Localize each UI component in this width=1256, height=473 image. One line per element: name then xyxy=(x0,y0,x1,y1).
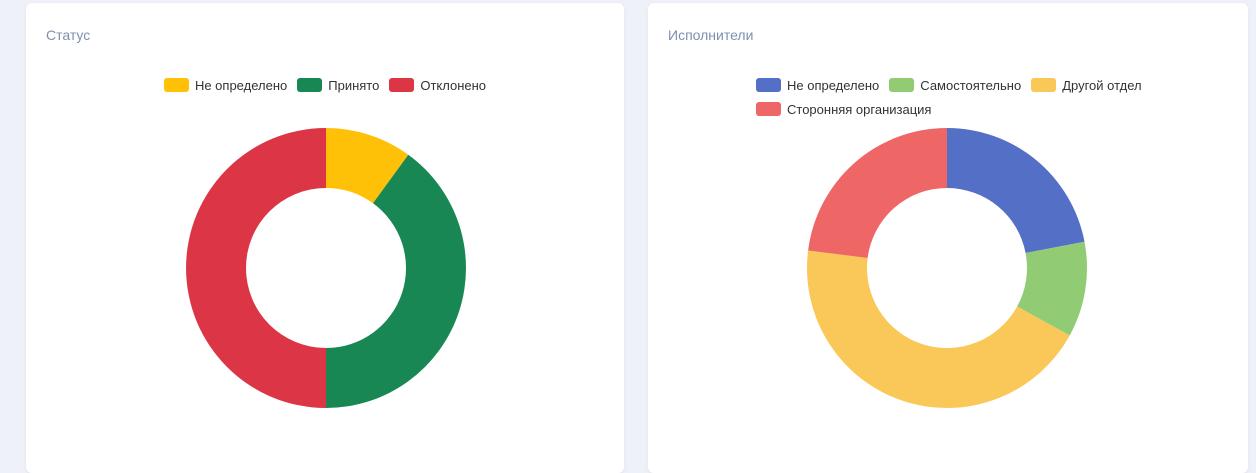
executors-legend-swatch xyxy=(889,78,915,92)
executors-legend-item[interactable]: Другой отдел xyxy=(1031,75,1142,95)
executors-legend-swatch xyxy=(756,78,781,92)
status-legend-label: Принято xyxy=(328,77,380,93)
executors-legend-item[interactable]: Не определено xyxy=(756,75,879,95)
status-legend-swatch xyxy=(163,78,189,92)
executors-slice[interactable] xyxy=(808,128,947,258)
executors-slice[interactable] xyxy=(1017,241,1087,336)
executors-legend-label: Самостоятельно xyxy=(920,77,1022,93)
status-slice[interactable] xyxy=(326,154,466,408)
executors-donut-chart xyxy=(807,128,1087,408)
status-slice[interactable] xyxy=(326,128,409,204)
executors-legend-label: Сторонняя организация xyxy=(787,101,932,117)
executors-legend-label: Другой отдел xyxy=(1062,77,1142,93)
status-donut-chart xyxy=(186,128,466,408)
executors-slice[interactable] xyxy=(807,250,1070,408)
executors-legend: Не определено Самостоятельно Другой отдел С… xyxy=(756,75,1176,119)
executors-slice[interactable] xyxy=(947,128,1085,254)
status-legend-item[interactable]: Отклонено xyxy=(389,75,486,95)
executors-card-title: Исполнители xyxy=(668,27,754,43)
executors-legend-item[interactable]: Самостоятельно xyxy=(889,75,1021,95)
status-legend: Не определено Принято Отклонено xyxy=(26,75,624,95)
executors-legend-swatch xyxy=(1031,78,1057,92)
executors-legend-swatch xyxy=(756,102,781,116)
executors-legend-label: Не определено xyxy=(787,77,880,93)
status-card: Статус Не определено Принято Отклонено xyxy=(26,3,624,473)
status-legend-label: Не определено xyxy=(194,77,288,93)
status-legend-swatch xyxy=(389,78,415,92)
executors-card: Исполнители Не определено Самостоятельно Д… xyxy=(648,3,1248,473)
status-legend-swatch xyxy=(297,78,323,92)
status-legend-label: Отклонено xyxy=(420,77,487,93)
status-legend-item[interactable]: Принято xyxy=(297,75,379,95)
status-legend-item[interactable]: Не определено xyxy=(163,75,288,95)
executors-legend-item[interactable]: Сторонняя организация xyxy=(756,99,931,119)
status-slice[interactable] xyxy=(186,128,326,408)
status-card-title: Статус xyxy=(46,27,91,43)
